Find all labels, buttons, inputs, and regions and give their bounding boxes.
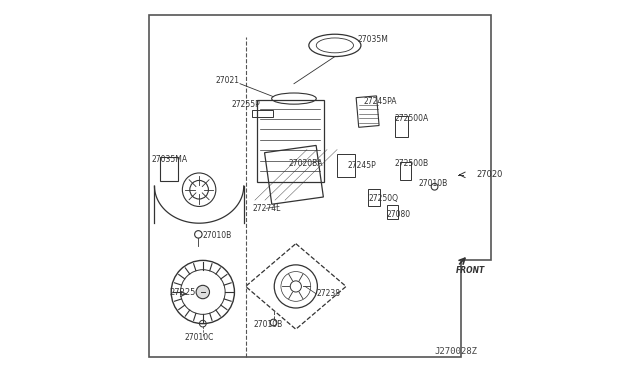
Text: 27010B: 27010B bbox=[253, 320, 282, 329]
Text: 27010B: 27010B bbox=[419, 179, 448, 188]
Text: 27225: 27225 bbox=[170, 288, 196, 296]
Text: 272500A: 272500A bbox=[394, 114, 429, 123]
Text: FRONT: FRONT bbox=[456, 266, 485, 275]
Text: 27010B: 27010B bbox=[203, 231, 232, 240]
Text: 27021: 27021 bbox=[216, 76, 240, 84]
Text: 27020BA: 27020BA bbox=[289, 158, 323, 167]
Text: 27010C: 27010C bbox=[184, 333, 214, 342]
Text: 27035M: 27035M bbox=[357, 35, 388, 44]
Text: 27255P: 27255P bbox=[231, 100, 260, 109]
Text: 27245PA: 27245PA bbox=[364, 97, 397, 106]
Text: 27274L: 27274L bbox=[252, 204, 281, 213]
Text: 272500B: 272500B bbox=[394, 158, 429, 167]
Text: 27250Q: 27250Q bbox=[369, 194, 398, 203]
Text: 27035MA: 27035MA bbox=[151, 155, 188, 164]
Text: 27020: 27020 bbox=[476, 170, 502, 179]
Circle shape bbox=[196, 285, 209, 299]
Text: 27238: 27238 bbox=[316, 289, 340, 298]
Text: J270028Z: J270028Z bbox=[435, 347, 477, 356]
Text: 27245P: 27245P bbox=[348, 161, 377, 170]
Text: 27080: 27080 bbox=[387, 209, 411, 218]
